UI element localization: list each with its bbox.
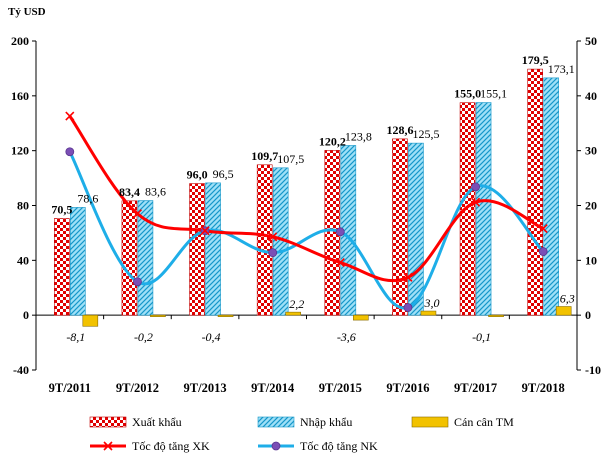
data-label-can-can-tm: 3,0 — [423, 296, 439, 310]
marker-toc-do-tang-xk — [65, 111, 75, 121]
marker-toc-do-tang-nk — [268, 248, 278, 258]
bar-can-can-tm — [150, 314, 166, 317]
marker-toc-do-tang-xk — [268, 232, 278, 242]
data-label-can-can-tm: -3,6 — [337, 330, 356, 344]
y-tick-label-left: 80 — [17, 199, 29, 213]
bar-nhap-khau — [70, 207, 86, 316]
data-label-can-can-tm: -0,2 — [134, 330, 153, 344]
bar-nhap-khau — [408, 142, 424, 316]
y-tick-label-right: 40 — [585, 89, 597, 103]
legend-can-can-tm: Cán cân TM — [411, 415, 514, 429]
data-label-nhap-khau: 173,1 — [548, 62, 575, 76]
y-tick-label-right: 10 — [585, 253, 597, 267]
marker-toc-do-tang-nk — [538, 247, 548, 256]
bar-can-can-tm — [555, 306, 572, 316]
data-label-xuat-khau: 120,2 — [319, 134, 346, 148]
legend-swatch — [89, 416, 127, 428]
y-tick-label-left: 40 — [17, 253, 29, 267]
y-tick-label-right: 50 — [585, 34, 597, 48]
bar-xuat-khau — [121, 200, 138, 316]
bar-nhap-khau — [205, 182, 221, 316]
bar-can-can-tm — [82, 314, 99, 327]
legend-label: Tốc độ tăng NK — [300, 439, 378, 453]
marker-toc-do-tang-xk — [538, 223, 548, 234]
marker-toc-do-tang-nk — [335, 227, 345, 237]
data-label-can-can-tm: 2,2 — [289, 297, 304, 311]
bar-can-can-tm — [420, 310, 437, 316]
y-tick-label-left: -40 — [13, 363, 29, 377]
data-label-xuat-khau: 109,7 — [251, 149, 278, 163]
bar-xuat-khau — [527, 68, 543, 316]
marker-toc-do-tang-nk — [403, 303, 413, 312]
legend-toc-do-tang-nk: Tốc độ tăng NK — [258, 439, 378, 453]
y-tick-label-right: -10 — [585, 363, 601, 377]
x-tick-label: 9T/2013 — [184, 381, 227, 395]
data-label-can-can-tm: -0,1 — [472, 330, 491, 344]
legend-label: Xuất khẩu — [132, 415, 182, 429]
data-label-xuat-khau: 128,6 — [386, 123, 413, 137]
x-tick-label: 9T/2018 — [522, 381, 565, 395]
legend-swatch — [257, 416, 295, 428]
legend-marker — [103, 441, 113, 451]
legend-xuat-khau: Xuất khẩu — [89, 415, 182, 429]
marker-toc-do-tang-nk — [65, 147, 75, 157]
unit-label: Tỷ USD — [8, 6, 46, 18]
x-tick-label: 9T/2011 — [49, 381, 91, 395]
legend-nhap-khau: Nhập khẩu — [257, 415, 352, 429]
data-label-xuat-khau: 96,0 — [187, 168, 208, 182]
bar-can-can-tm — [488, 314, 504, 317]
legend-label: Cán cân TM — [454, 415, 514, 429]
data-label-nhap-khau: 96,5 — [213, 167, 234, 181]
marker-toc-do-tang-nk — [471, 182, 480, 192]
bar-xuat-khau — [256, 164, 273, 316]
legend-swatch — [411, 416, 449, 428]
x-tick-label: 9T/2017 — [454, 381, 497, 395]
bar-xuat-khau — [54, 218, 70, 316]
data-label-can-can-tm: -8,1 — [66, 330, 85, 344]
data-label-xuat-khau: 155,0 — [454, 87, 481, 101]
marker-toc-do-tang-xk — [132, 209, 143, 219]
bar-can-can-tm — [285, 311, 301, 316]
data-label-xuat-khau: 83,4 — [119, 185, 140, 199]
y-tick-label-right: 0 — [585, 308, 591, 322]
bar-can-can-tm — [353, 314, 369, 321]
marker-toc-do-tang-nk — [133, 277, 142, 287]
y-tick-label-right: 20 — [585, 199, 597, 213]
data-label-nhap-khau: 125,5 — [412, 127, 439, 141]
data-label-nhap-khau: 107,5 — [277, 152, 304, 166]
marker-toc-do-tang-xk — [335, 257, 345, 268]
legend-toc-do-tang-xk: Tốc độ tăng XK — [90, 439, 210, 453]
bar-nhap-khau — [137, 200, 154, 316]
data-label-xuat-khau: 179,5 — [522, 53, 549, 67]
bar-xuat-khau — [392, 138, 408, 316]
y-tick-label-left: 200 — [11, 34, 29, 48]
bar-nhap-khau — [475, 102, 492, 316]
marker-toc-do-tang-xk — [200, 226, 210, 236]
x-tick-label: 9T/2016 — [386, 381, 429, 395]
data-label-can-can-tm: 6,3 — [560, 292, 575, 306]
bar-nhap-khau — [543, 77, 559, 316]
data-label-nhap-khau: 78,6 — [77, 191, 98, 205]
y-tick-label-left: 120 — [11, 144, 29, 158]
data-label-xuat-khau: 70,5 — [51, 203, 72, 217]
data-label-nhap-khau: 123,8 — [345, 129, 372, 143]
bar-xuat-khau — [189, 183, 205, 316]
x-tick-label: 9T/2014 — [251, 381, 295, 395]
legend-label: Tốc độ tăng XK — [132, 439, 210, 453]
y-tick-label-right: 30 — [585, 144, 597, 158]
y-tick-label-left: 0 — [23, 308, 29, 322]
legend-marker — [271, 441, 281, 451]
data-label-nhap-khau: 155,1 — [480, 87, 507, 101]
data-label-can-can-tm: -0,4 — [202, 330, 221, 344]
x-tick-label: 9T/2012 — [116, 381, 159, 395]
x-tick-label: 9T/2015 — [319, 381, 362, 395]
bar-can-can-tm — [217, 314, 234, 317]
y-tick-label-left: 160 — [11, 89, 29, 103]
marker-toc-do-tang-xk — [403, 272, 413, 282]
legend-label: Nhập khẩu — [300, 415, 352, 429]
data-label-nhap-khau: 83,6 — [145, 185, 166, 199]
bar-xuat-khau — [459, 102, 476, 316]
marker-toc-do-tang-xk — [470, 197, 481, 207]
